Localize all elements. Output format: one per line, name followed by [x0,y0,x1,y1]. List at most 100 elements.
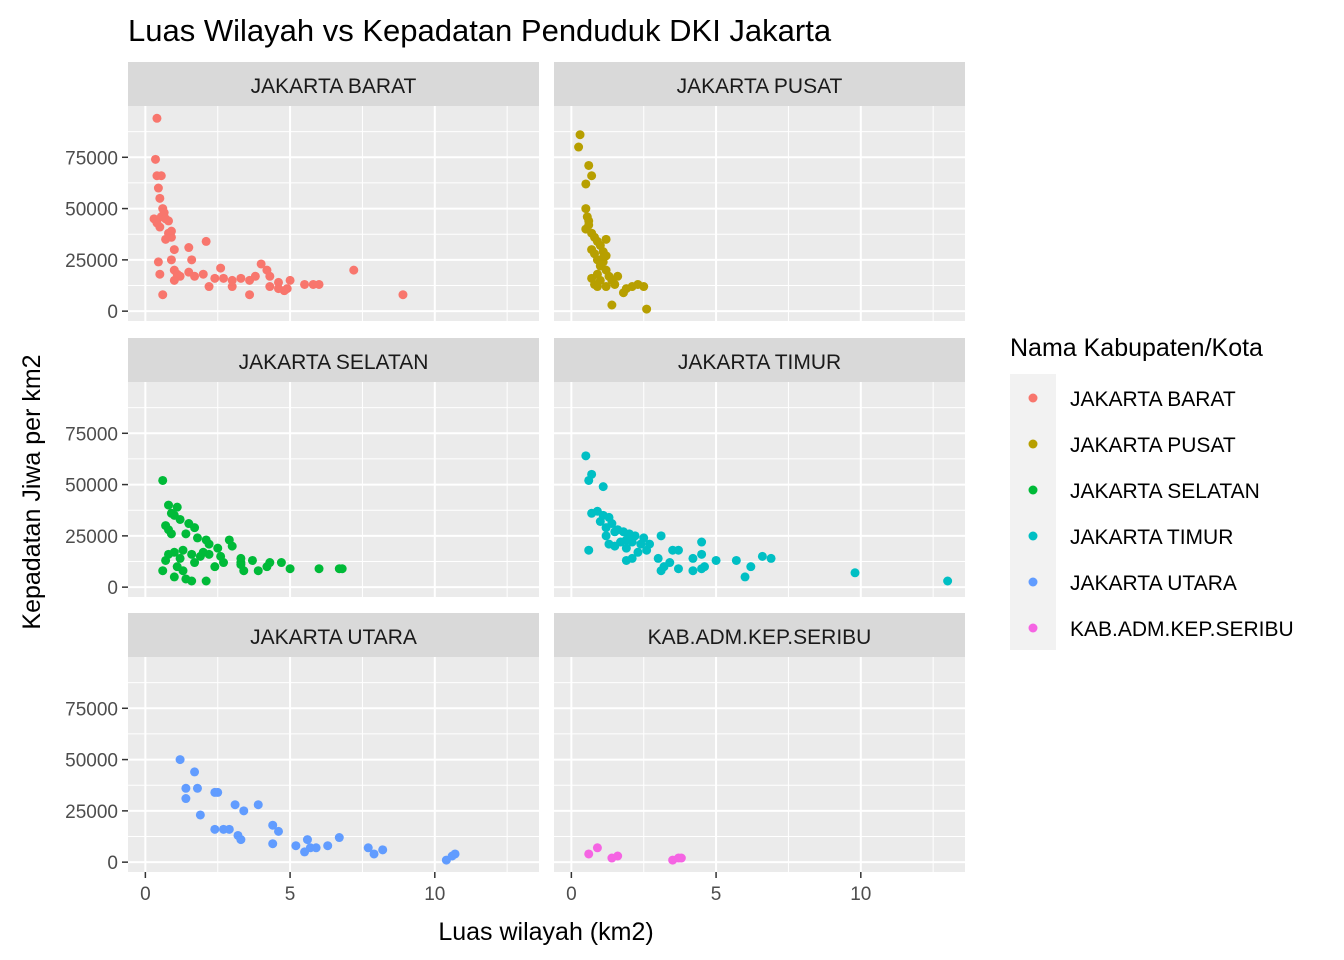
data-point [601,234,611,244]
data-point [219,273,229,283]
data-point [175,553,185,563]
chart-title: Luas Wilayah vs Kepadatan Penduduk DKI J… [128,13,832,48]
data-point [247,555,257,565]
data-point [219,558,229,568]
data-point [158,475,168,485]
data-point [253,566,263,576]
data-point [613,271,623,281]
data-point [204,282,214,292]
data-point [204,539,214,549]
legend: Nama Kabupaten/Kota JAKARTA BARATJAKARTA… [1010,334,1294,650]
data-point [598,482,608,492]
data-point [158,566,168,576]
data-point [274,277,284,287]
legend-key [1028,485,1038,495]
data-point [236,273,246,283]
data-point [256,259,266,269]
data-point [181,783,191,793]
data-point [607,300,617,310]
data-point [201,576,211,586]
data-point [268,820,278,830]
panel-background [128,106,539,321]
data-point [210,273,220,283]
data-point [627,537,637,547]
data-point [311,843,321,853]
data-point [621,543,631,553]
x-axis-label: Luas wilayah (km2) [438,918,653,946]
data-point [584,220,594,230]
data-point [337,564,347,574]
data-point [175,755,185,765]
legend-label: JAKARTA UTARA [1070,572,1237,595]
data-point [155,222,165,232]
facet-strip-label: JAKARTA PUSAT [677,75,843,98]
data-point [169,275,179,285]
data-point [610,527,620,537]
data-point [645,539,655,549]
facet-strip [554,338,965,382]
data-point [697,549,707,559]
facet-strip [554,62,965,106]
data-point [250,271,260,281]
data-point [601,531,611,541]
data-point [190,767,200,777]
panel-background [554,382,965,597]
data-point [398,290,408,300]
x-tick-label: 5 [711,884,722,905]
data-point [265,282,275,292]
data-point [195,551,205,561]
y-tick-label: 50000 [65,200,118,221]
x-tick-label: 10 [850,884,871,905]
data-point [152,113,162,123]
data-point [155,269,165,279]
y-axis-label: Kepadatan Jiwa per km2 [18,354,46,629]
data-point [198,269,208,279]
data-point [276,558,286,568]
data-point [697,537,707,547]
data-point [584,475,594,485]
data-point [584,849,594,859]
data-point [181,529,191,539]
y-tick-label: 25000 [65,802,118,823]
facet-panel: JAKARTA UTARA 0 25000 50000 75000 0 5 10 [65,613,539,905]
legend-key-background [1010,374,1056,650]
data-point [613,851,623,861]
y-tick-label: 0 [107,853,118,874]
data-point [285,275,295,285]
panel-background [128,382,539,597]
data-point [236,558,246,568]
data-point [268,839,278,849]
data-point [178,545,188,555]
data-point [227,541,237,551]
data-point [450,849,460,859]
facet-panel: KAB.ADM.KEP.SERIBU 0 5 10 [554,613,965,905]
data-point [181,794,191,804]
data-point [291,841,301,851]
legend-items: JAKARTA BARAT JAKARTA PUSAT JAKARTA SELATA… [1028,388,1294,641]
data-point [282,284,292,294]
data-point [187,255,197,265]
legend-label: JAKARTA TIMUR [1070,526,1233,549]
data-point [300,279,310,289]
data-point [274,826,284,836]
x-tick-label: 0 [140,884,151,905]
data-point [169,572,179,582]
data-point [323,841,333,851]
data-point [210,562,220,572]
data-point [656,566,666,576]
data-point [601,282,611,292]
y-tick-label: 75000 [65,424,118,445]
data-point [155,193,165,203]
data-point [190,558,200,568]
legend-label: KAB.ADM.KEP.SERIBU [1070,618,1294,641]
data-point [262,562,272,572]
facet-strip-label: KAB.ADM.KEP.SERIBU [648,626,872,649]
data-point [169,245,179,255]
data-point [757,551,767,561]
data-point [158,290,168,300]
facet-panel: JAKARTA TIMUR [554,338,965,597]
data-point [265,271,275,281]
data-point [175,514,185,524]
